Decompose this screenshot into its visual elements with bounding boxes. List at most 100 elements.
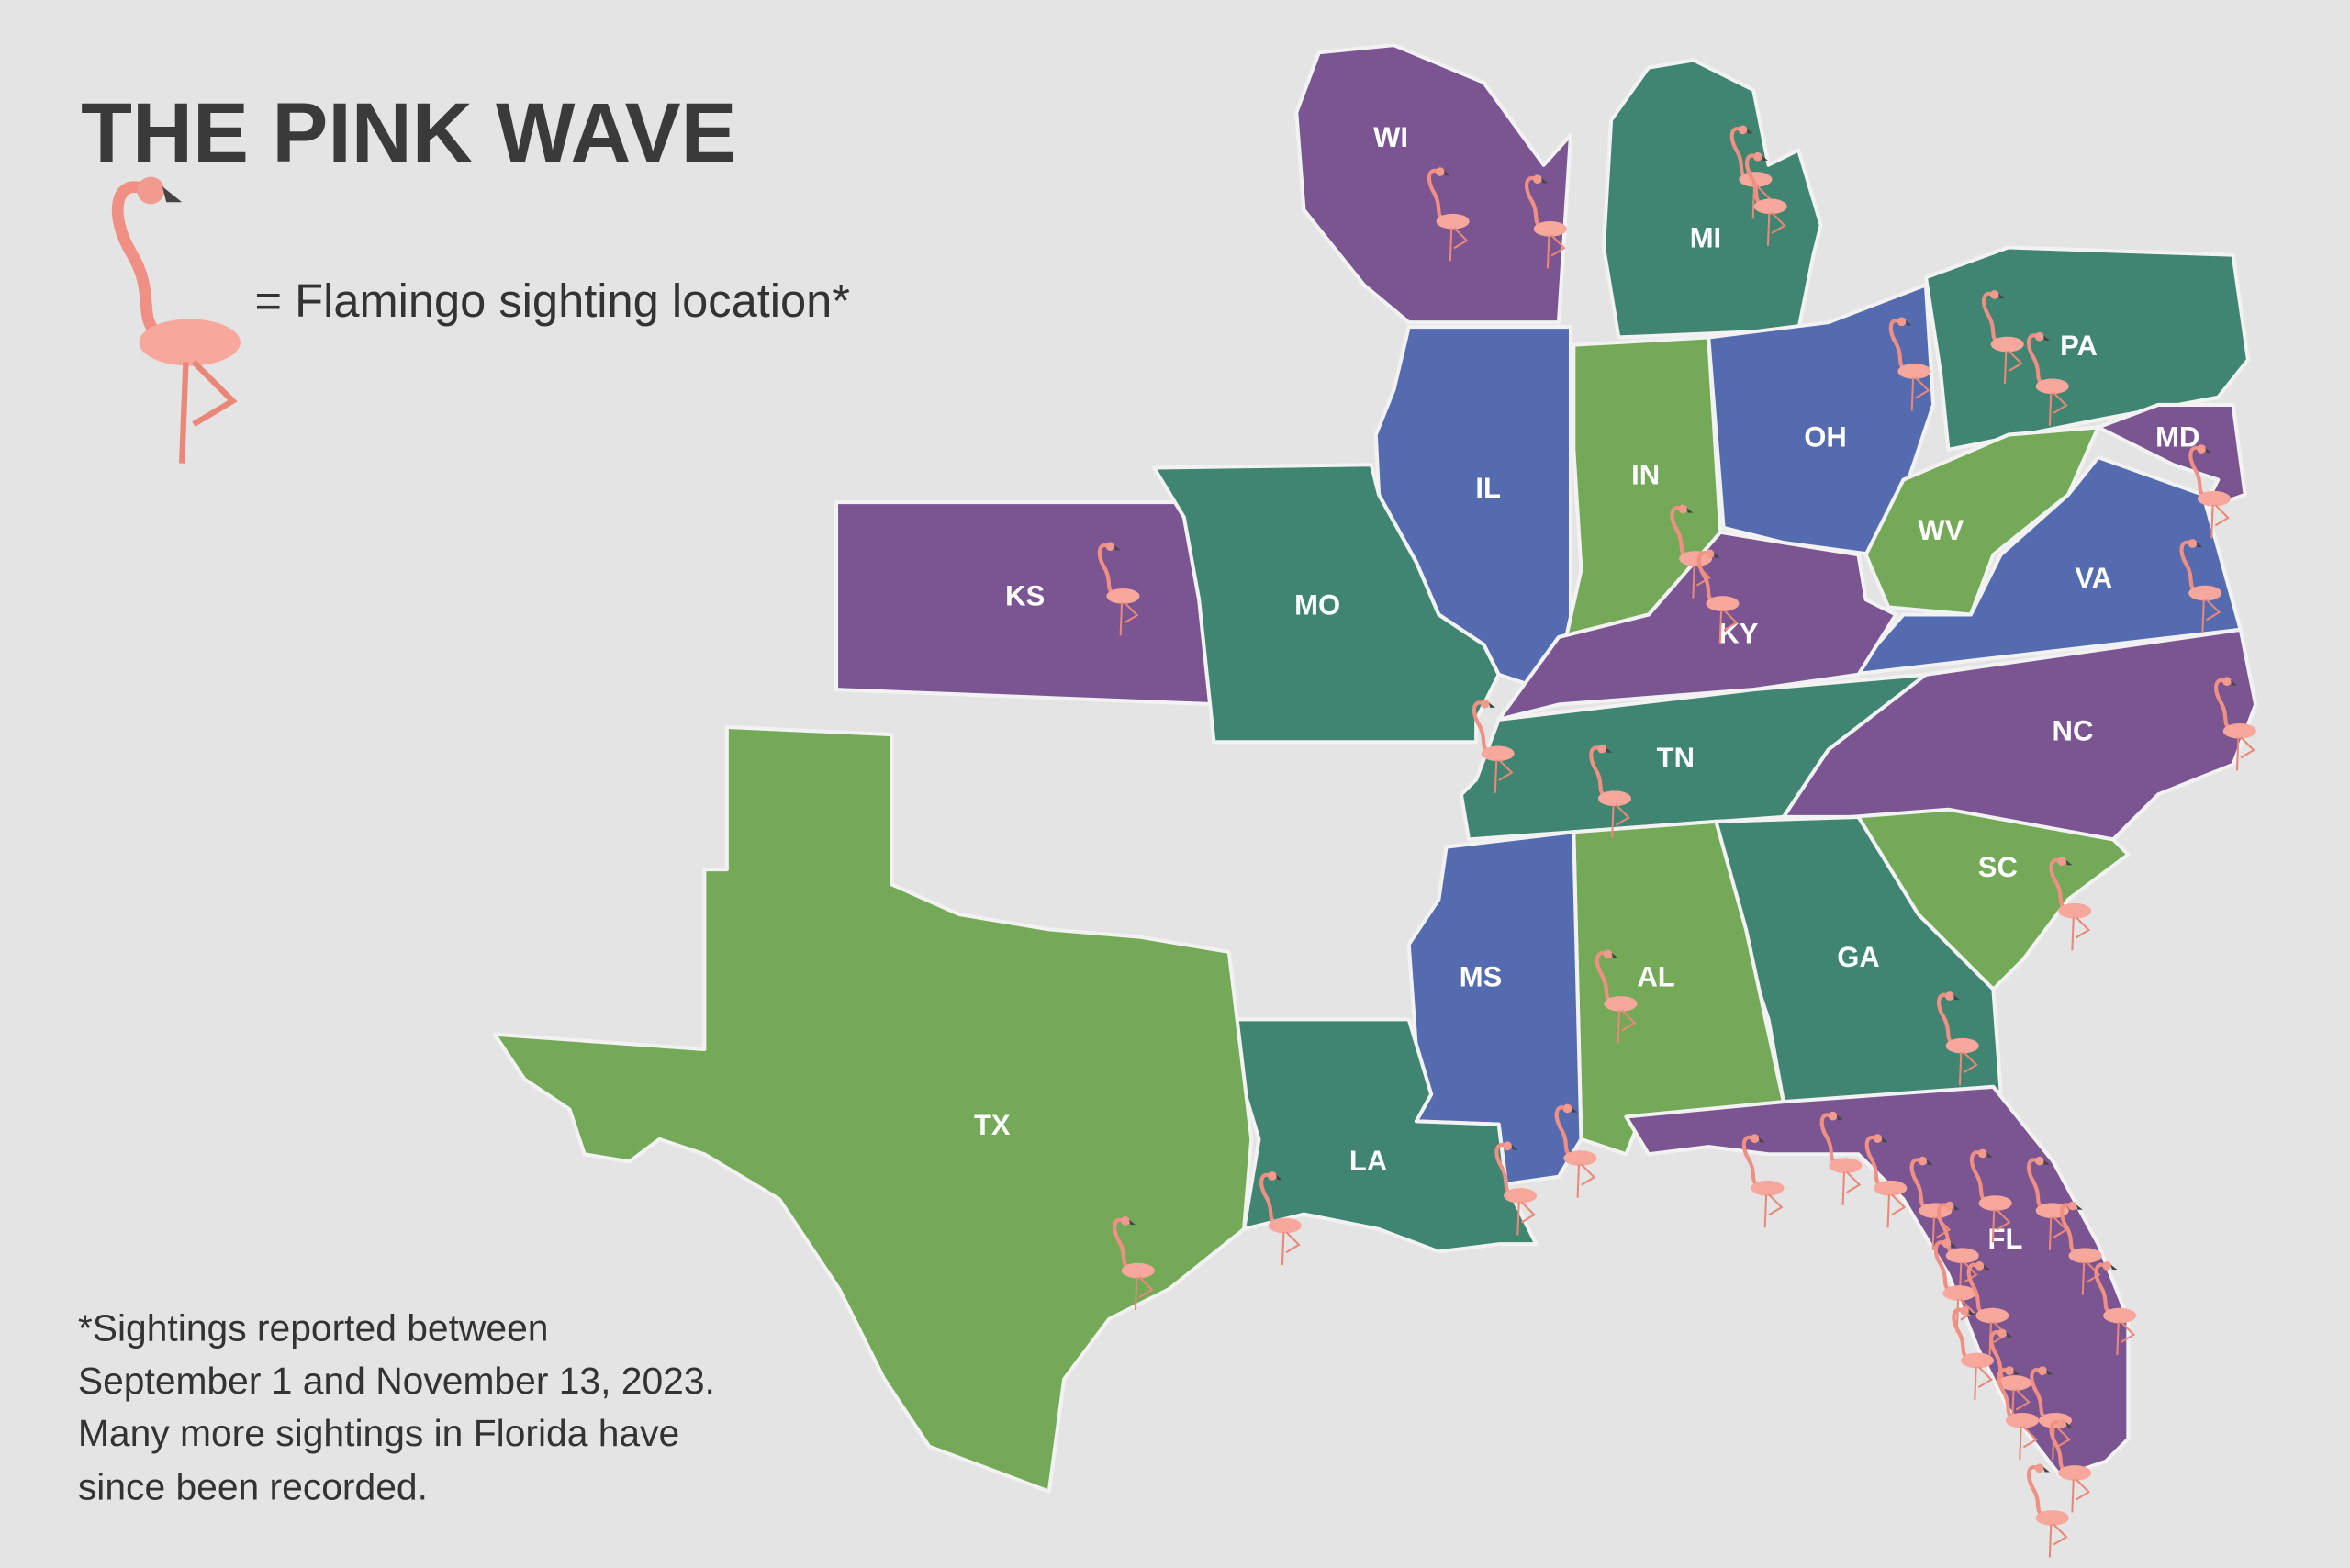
flamingo-neck xyxy=(1670,506,1686,556)
flamingo-head xyxy=(2034,331,2044,342)
flamingo-legs xyxy=(1546,234,1566,269)
state-label: WI xyxy=(1373,121,1408,153)
flamingo-neck xyxy=(1997,1367,2013,1418)
state-shape xyxy=(1152,463,1501,745)
flamingo-legs xyxy=(1910,376,1930,411)
flamingo-icon xyxy=(1525,174,1567,269)
state-label: MS xyxy=(1460,960,1503,992)
flamingo-beak xyxy=(1998,293,2005,299)
state-label: MO xyxy=(1294,589,1340,622)
flamingo-beak xyxy=(1986,1152,1993,1158)
flamingo-body xyxy=(1942,1285,1976,1301)
flamingo-head xyxy=(2034,1156,2044,1166)
flamingo-icon xyxy=(1741,1134,1785,1228)
flamingo-head xyxy=(2057,1418,2067,1428)
flamingo-head xyxy=(2222,677,2232,687)
flamingo-body xyxy=(1563,1150,1597,1166)
flamingo-neck xyxy=(2059,1203,2076,1254)
flamingo-body xyxy=(1897,364,1931,379)
flamingo-legs xyxy=(2235,736,2255,771)
flamingo-body xyxy=(1874,1180,1908,1196)
flamingo-icon xyxy=(1097,542,1140,636)
state-shape xyxy=(1294,43,1573,325)
flamingo-body xyxy=(1753,198,1787,215)
flamingo-legs xyxy=(1119,601,1139,636)
flamingo-icon xyxy=(1936,991,1979,1086)
flamingo-icon xyxy=(1696,549,1740,644)
flamingo-beak xyxy=(1606,747,1613,753)
flamingo-body xyxy=(1481,745,1515,762)
flamingo-legs xyxy=(1974,1366,1993,1401)
flamingo-body xyxy=(1739,172,1773,187)
flamingo-neck xyxy=(1952,1307,1968,1359)
flamingo-neck xyxy=(1427,168,1443,219)
flamingo-icon xyxy=(1494,1141,1538,1236)
flamingo-neck xyxy=(1259,1172,1275,1224)
flamingo-neck xyxy=(1472,700,1488,752)
flamingo-head xyxy=(1873,1134,1883,1143)
flamingo-icon xyxy=(2059,1201,2102,1295)
flamingo-head xyxy=(2057,857,2067,866)
flamingo-legs xyxy=(1494,758,1514,793)
flamingo-head xyxy=(2034,1463,2044,1473)
flamingo-body xyxy=(1961,1352,1995,1369)
flamingo-beak xyxy=(2205,447,2212,454)
flamingo-head xyxy=(1753,151,1762,162)
flamingo-head xyxy=(1975,1261,1985,1271)
flamingo-head xyxy=(1738,125,1748,135)
legend-label: = Flamingo sighting location* xyxy=(255,274,850,327)
flamingo-neck xyxy=(2026,333,2042,385)
flamingo-icon xyxy=(1670,504,1713,599)
flamingo-legs xyxy=(1611,803,1630,838)
title: THE PINK WAVE xyxy=(81,86,736,180)
state-label: IL xyxy=(1475,472,1501,504)
flamingo-body xyxy=(1604,996,1638,1012)
flamingo-body xyxy=(1975,1307,2009,1324)
flamingo-legs xyxy=(2019,1426,2038,1461)
footnote-line: September 1 and November 13, 2023. xyxy=(78,1360,715,1402)
flamingo-legs xyxy=(1134,1276,1154,1311)
flamingo-beak xyxy=(2196,542,2203,548)
flamingo-head xyxy=(1977,1148,1987,1159)
flamingo-icon xyxy=(2049,1418,2092,1513)
flamingo-body xyxy=(2035,378,2069,395)
flamingo-body xyxy=(1106,588,1140,604)
flamingo-icon xyxy=(2094,1261,2137,1356)
flamingo-body xyxy=(1504,1188,1538,1204)
flamingo-head xyxy=(1750,1134,1760,1143)
flamingo-icon xyxy=(1589,744,1631,838)
flamingo-icon xyxy=(1113,1216,1155,1311)
flamingo-beak xyxy=(1541,177,1548,184)
flamingo-beak xyxy=(1762,155,1768,161)
flamingo-body xyxy=(2035,1510,2069,1526)
flamingo-beak xyxy=(1881,1137,1888,1143)
flamingo-icon xyxy=(1909,1156,1953,1250)
state-label: LA xyxy=(1349,1145,1387,1177)
flamingo-body xyxy=(1998,1375,2031,1391)
flamingo-neck xyxy=(2049,1420,2065,1471)
state-label: OH xyxy=(1804,421,1847,454)
flamingo-beak xyxy=(1686,508,1694,513)
flamingo-head xyxy=(1562,1103,1572,1114)
flamingo-head xyxy=(1105,542,1115,552)
flamingo-body xyxy=(139,319,241,366)
flamingo-beak xyxy=(1113,544,1121,551)
state-label: MI xyxy=(1690,222,1721,254)
flamingo-body xyxy=(1597,790,1631,807)
flamingo-head xyxy=(1960,1306,1970,1316)
flamingo-icon xyxy=(2188,444,2232,539)
state-shape xyxy=(1234,1017,1539,1254)
state-label: PA xyxy=(2060,330,2098,362)
flamingo-icon xyxy=(1259,1171,1302,1266)
flamingo-legs xyxy=(1617,1009,1637,1044)
flamingo-neck xyxy=(1554,1105,1571,1156)
flamingo-body xyxy=(1268,1217,1302,1234)
flamingo-neck xyxy=(111,181,160,335)
flamingo-body xyxy=(1945,1248,1979,1264)
flamingo-neck xyxy=(1589,745,1606,797)
flamingo-icon xyxy=(1933,1238,1976,1333)
flamingo-head xyxy=(1678,504,1688,514)
flamingo-beak xyxy=(1746,128,1753,134)
flamingo-head xyxy=(1533,174,1542,185)
